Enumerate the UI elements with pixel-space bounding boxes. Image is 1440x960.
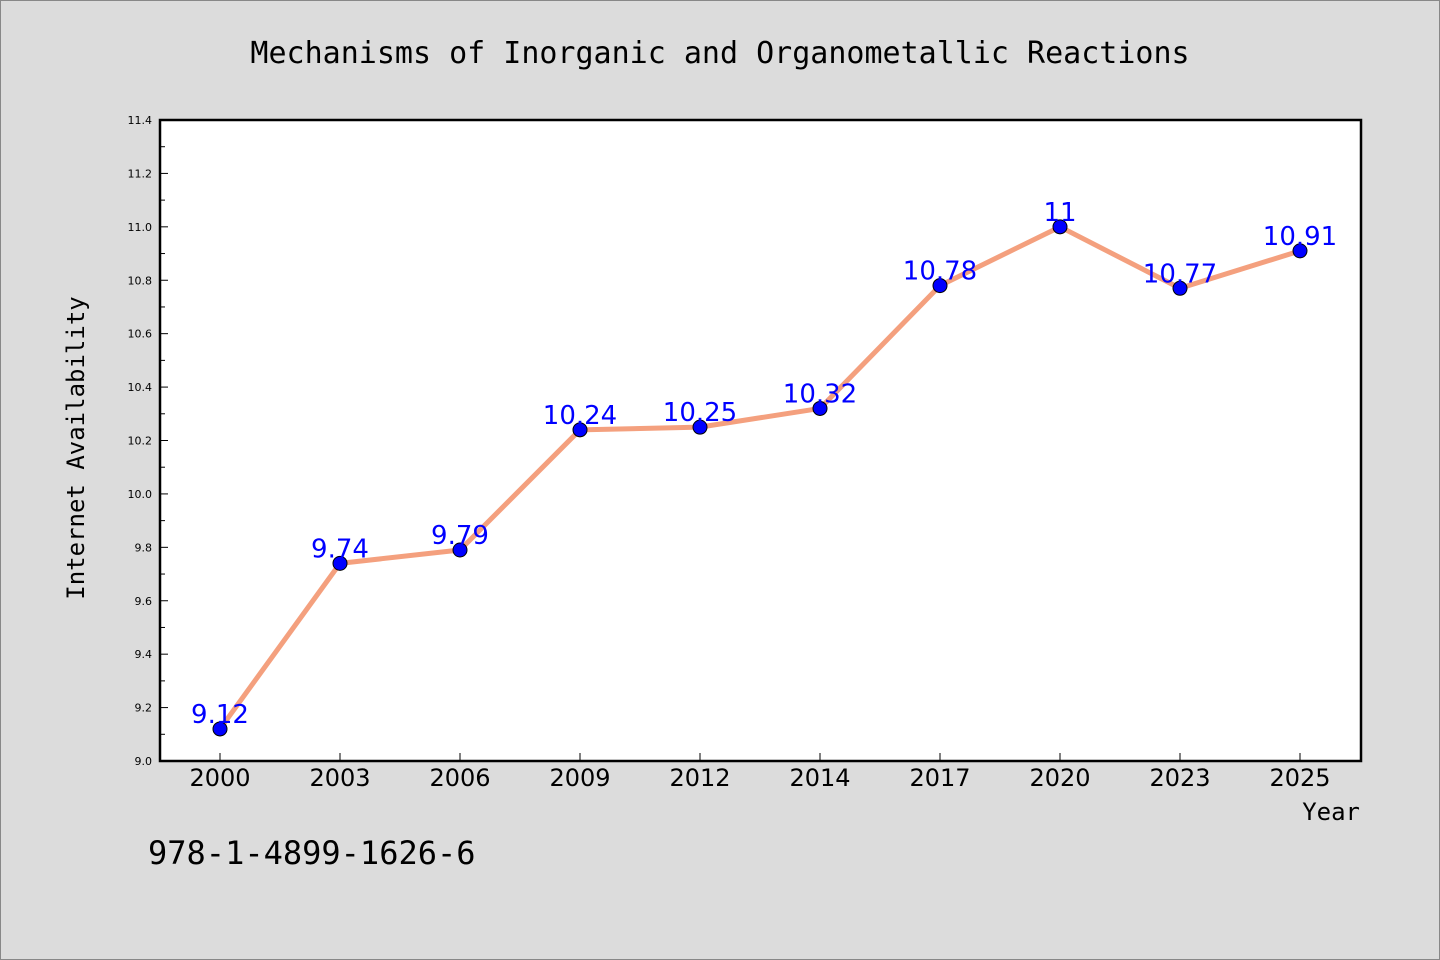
data-point [1052,219,1068,235]
data-label: 10.91 [1263,222,1337,252]
y-tick-label: 10.2 [128,435,153,448]
x-tick-label: 2009 [549,764,610,792]
data-point [212,721,228,737]
y-axis-title: Internet Availability [62,296,90,599]
data-label: 10.24 [543,401,617,431]
data-label: 9.74 [311,534,369,564]
data-point [1292,243,1308,259]
x-tick-label: 2006 [429,764,490,792]
data-point [452,542,468,558]
data-point [332,555,348,571]
data-label: 10.32 [783,379,857,409]
x-tick-label: 2000 [189,764,250,792]
y-tick-label: 9.6 [135,595,153,608]
y-axis: 9.0 9.2 9.4 9.6 9.8 10.0 10.2 10.4 10.6 10.8 11.0 1… [128,114,168,768]
x-tick-label: 2020 [1029,764,1090,792]
data-point [932,278,948,294]
data-point [812,400,828,416]
data-labels: 9.12 9.74 9.79 10.24 10.25 10.32 10.78 11 10.77 1… [191,198,1337,730]
plot-area [158,118,1363,763]
y-tick-label: 11.0 [128,221,153,234]
x-tick-label: 2025 [1269,764,1330,792]
y-tick-label: 10.6 [128,328,153,341]
y-tick-label: 9.0 [135,755,153,768]
y-tick-label: 9.4 [135,648,153,661]
y-tick-label: 9.2 [135,702,153,715]
x-tick-label: 2023 [1149,764,1210,792]
data-label: 10.25 [663,398,737,428]
data-point [572,422,588,438]
data-point [692,419,708,435]
data-label: 11 [1043,198,1076,228]
y-tick-label: 9.8 [135,541,153,554]
y-tick-label: 10.4 [128,381,153,394]
data-label: 9.12 [191,700,249,730]
chart-title: Mechanisms of Inorganic and Organometall… [250,36,1189,71]
data-point [1172,280,1188,296]
x-tick-label: 2003 [309,764,370,792]
series-line [217,224,1301,731]
y-tick-label: 10.0 [128,488,153,501]
y-tick-label: 10.8 [128,274,153,287]
x-tick-label: 2014 [789,764,850,792]
x-axis: 2000 2003 2006 2009 2012 2014 2017 2020 2023 2025 [189,753,1331,792]
isbn-annotation: 978-1-4899-1626-6 [148,834,476,872]
series-markers [212,219,1308,737]
y-tick-label: 11.2 [128,167,153,180]
data-label: 10.78 [903,257,977,287]
x-tick-label: 2017 [909,764,970,792]
data-label: 10.77 [1143,259,1217,289]
x-tick-label: 2012 [669,764,730,792]
x-axis-title: Year [1302,798,1360,826]
data-label: 9.79 [431,521,489,551]
y-tick-label: 11.4 [128,114,153,127]
